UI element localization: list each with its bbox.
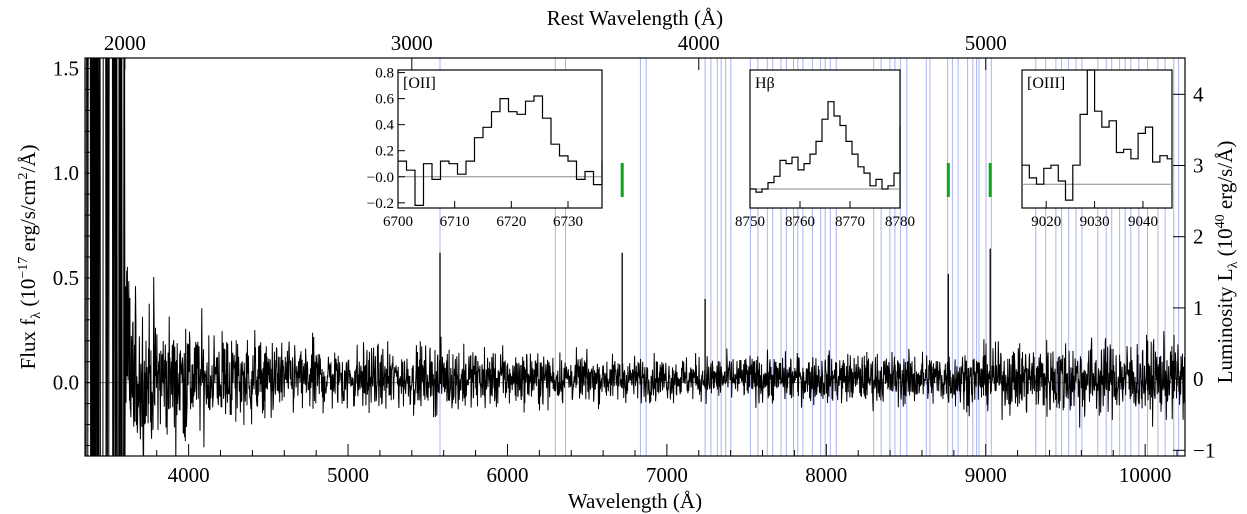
inset-label: [OIII] [1027,75,1065,92]
inset-frame [1021,69,1173,209]
top-tick-label: 2000 [104,31,146,55]
x-tick-label: 8000 [805,463,847,487]
inset-panel: [OIII] 9020 9030 9040 [1021,69,1173,230]
inset-label: [OII] [403,75,436,92]
x-tick-label: 5000 [327,463,369,487]
inset-frame [397,69,603,209]
inset-x-tick-label: 6710 [440,214,470,230]
y2-tick-label: 2 [1193,225,1204,249]
top-tick-label: 5000 [965,31,1007,55]
x-tick-label: 6000 [486,463,528,487]
y-tick-label: 1.5 [53,56,79,80]
inset-y-tick-label: 0.8 [375,66,394,82]
x-tick-label: 10000 [1119,463,1172,487]
inset-spectrum-line [1022,69,1172,201]
y-tick-label: 0.0 [53,371,79,395]
y2-axis-title: Luminosity Lλ (1040 erg/s/Å) [1213,141,1241,384]
top-tick-label: 3000 [391,31,433,55]
x-tick-label: 9000 [965,463,1007,487]
x-tick-label: 7000 [646,463,688,487]
inset-x-tick-label: 8760 [785,214,815,230]
axis-tick-layer: 4000 5000 6000 7000 8000 9000 10000 0.0 0.5 1.0 1.… [53,31,1216,487]
inset-x-tick-label: 8750 [735,214,765,230]
top-axis-title: Rest Wavelength (Å) [547,6,723,30]
y2-tick-label: 4 [1193,82,1204,106]
inset-y-tick-label: −0.2 [367,196,394,212]
inset-y-tick-label: 0.4 [375,118,394,134]
y2-tick-label: −1 [1193,438,1215,462]
x-tick-label: 4000 [168,463,210,487]
y-tick-label: 0.5 [53,266,79,290]
inset-x-tick-label: 9020 [1031,214,1061,230]
inset-layer: [OII] 6700 6710 6720 6730 −0.2 −0.0 0.2 0.4 0.6 0.… [367,66,1173,230]
inset-y-tick-label: 0.2 [375,144,394,160]
line-marker-layer [620,163,992,197]
inset-panel: [OII] 6700 6710 6720 6730 −0.2 −0.0 0.2 0.4 0.6 0.… [367,66,603,230]
inset-x-tick-label: 6730 [553,214,583,230]
y2-tick-label: 0 [1193,367,1204,391]
y2-tick-label: 1 [1193,296,1204,320]
inset-y-tick-label: −0.0 [367,170,394,186]
spectrum-series-line [85,58,1185,456]
inset-x-tick-label: 9030 [1080,214,1110,230]
inset-x-tick-label: 6700 [383,214,413,230]
top-tick-label: 4000 [678,31,720,55]
inset-x-tick-label: 8780 [885,214,915,230]
inset-frame [749,69,901,209]
y2-tick-label: 3 [1193,154,1204,178]
inset-y-tick-label: 0.6 [375,92,394,108]
inset-x-tick-label: 6720 [496,214,526,230]
y-axis-title: Flux fλ (10−17 erg/s/cm2/Å) [16,145,44,370]
y-tick-label: 1.0 [53,161,79,185]
inset-panel: Hβ 8750 8760 8770 8780 [735,69,915,230]
inset-x-tick-label: 9040 [1128,214,1158,230]
inset-spectrum-line [750,101,901,193]
inset-spectrum-line [398,95,603,206]
inset-label: Hβ [755,75,775,92]
x-axis-title: Wavelength (Å) [568,489,702,513]
emission-line-layer [439,248,991,383]
inset-x-tick-label: 8770 [835,214,865,230]
